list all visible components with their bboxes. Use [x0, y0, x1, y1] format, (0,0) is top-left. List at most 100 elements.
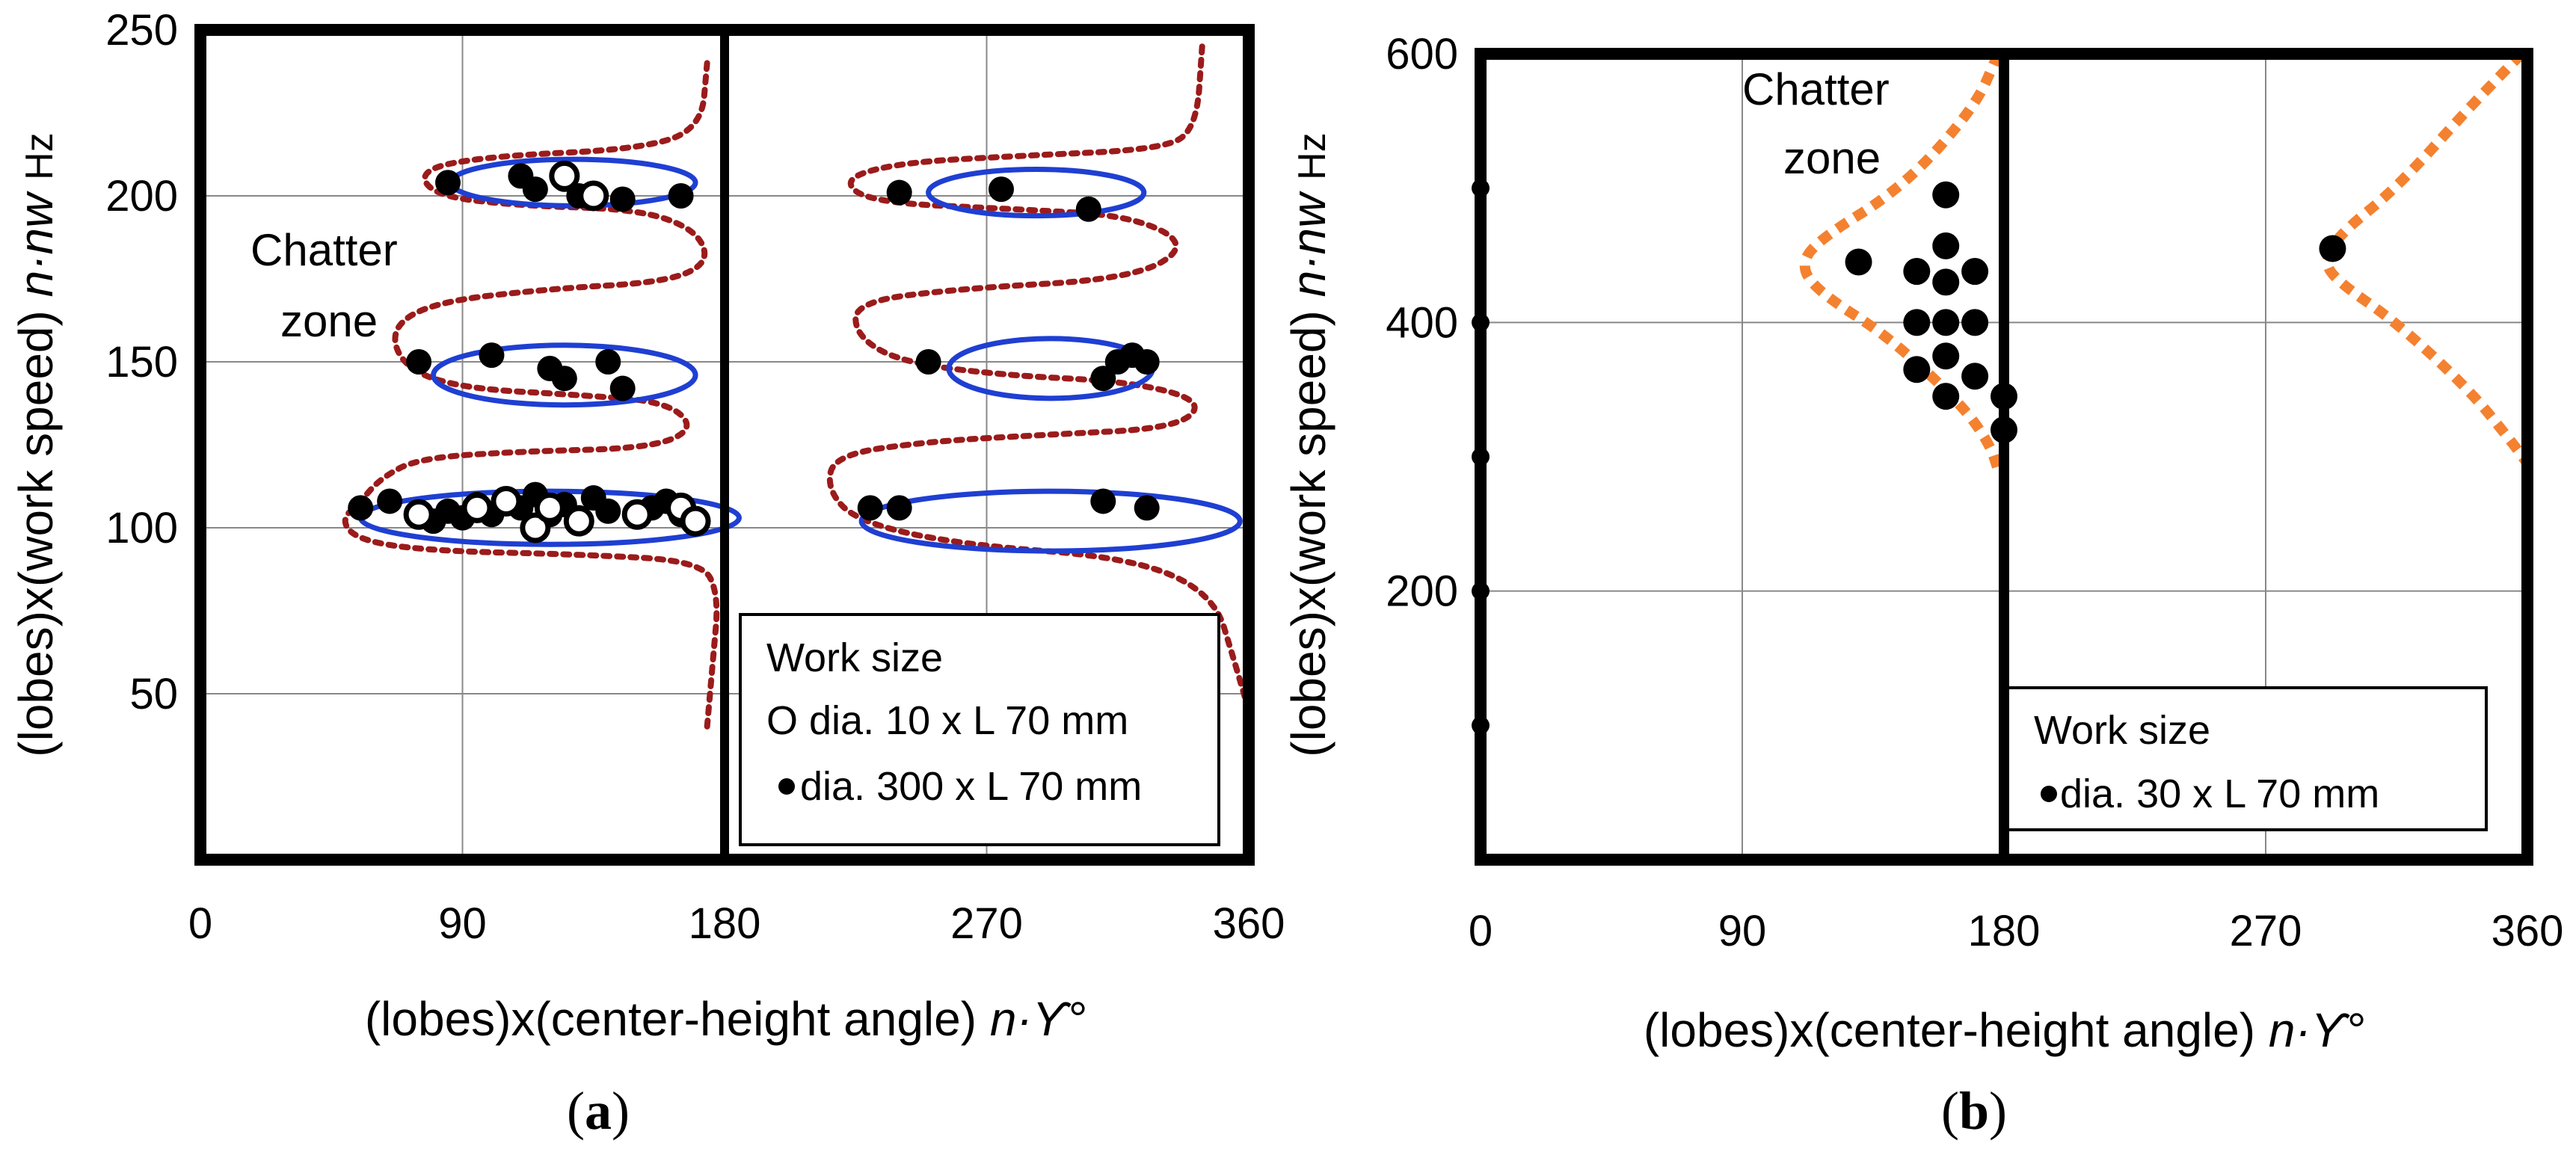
data-point-filled — [1961, 309, 1989, 336]
panel-a-caption: (a) — [567, 1081, 630, 1141]
cluster-ellipse — [926, 166, 1147, 219]
data-point-open — [461, 492, 493, 523]
panel-a-y-axis-label: (lobes)x(work speed) n·nw Hz — [9, 132, 63, 757]
data-point-open — [403, 499, 434, 530]
panel-a-legend-filled-marker — [778, 778, 795, 795]
data-point-filled — [1961, 258, 1989, 286]
panel-a-annotation-line1: Chatter — [250, 225, 398, 275]
data-point-filled — [609, 375, 636, 401]
data-point-filled — [668, 183, 694, 209]
x-tick-label: 0 — [1469, 907, 1493, 955]
chatter-boundary-left — [342, 60, 720, 730]
panel-a-x-tick-labels: 0 90 180 270 360 — [188, 899, 1285, 948]
x-tick-label: 180 — [1968, 907, 2041, 955]
data-point-filled — [595, 498, 621, 524]
panel-b-legend-title: Work size — [2034, 708, 2210, 753]
panel-a-legend-entry1: O dia. 10 x L 70 mm — [766, 698, 1128, 743]
panel-b-points — [1845, 181, 2346, 444]
chatter-boundary-left — [1799, 54, 2003, 472]
x-tick-label: 270 — [950, 899, 1023, 948]
panel-b-legend-box — [2006, 686, 2488, 831]
panel-a-annotation-line2: zone — [280, 296, 378, 346]
chatter-boundary-right — [2322, 54, 2527, 467]
data-point-open — [578, 180, 609, 212]
data-point-filled — [1903, 258, 1931, 286]
data-point-filled — [1075, 196, 1101, 222]
data-point-filled — [522, 176, 548, 203]
panel-b: 200 400 600 0 90 180 270 360 Chatter zone Work… — [1282, 30, 2563, 1141]
y-tick-label: 400 — [1386, 298, 1458, 347]
chatter-boundary-right — [826, 43, 1249, 714]
data-point-filled — [886, 179, 912, 206]
panel-b-y-axis-label: (lobes)x(work speed) n·nw Hz — [1282, 132, 1335, 757]
panel-b-x-axis-label: (lobes)x(center-height angle) n·ϒ° — [1644, 1003, 2364, 1057]
y-tick-label: 250 — [105, 6, 178, 55]
panel-a-legend-title: Work size — [766, 635, 943, 680]
panel-a-legend: Work size O dia. 10 x L 70 mm dia. 300 x… — [739, 613, 1220, 846]
data-point-filled — [595, 349, 621, 375]
data-point-filled — [406, 349, 432, 375]
panel-a: 50 100 150 200 250 0 90 180 270 360 Chatter zone… — [9, 6, 1285, 1141]
cluster-ellipse — [858, 488, 1243, 554]
data-point-open — [563, 505, 594, 537]
panel-a-x-axis-label: (lobes)x(center-height angle) n·ϒ° — [365, 992, 1086, 1046]
data-point-filled — [1932, 309, 1960, 336]
data-point-filled — [1090, 488, 1116, 514]
data-point-filled — [1932, 383, 1960, 410]
panel-a-points — [348, 160, 1160, 543]
data-point-filled — [2319, 235, 2346, 262]
x-tick-label: 90 — [438, 899, 487, 948]
panel-b-legend-entry1: dia. 30 x L 70 mm — [2060, 771, 2379, 816]
x-tick-label: 360 — [2492, 907, 2564, 955]
x-tick-label: 0 — [188, 899, 212, 948]
data-point-filled — [1932, 268, 1960, 296]
data-point-filled — [479, 342, 505, 369]
panel-a-y-tick-labels: 50 100 150 200 250 — [105, 6, 178, 718]
cluster-ellipse — [431, 342, 698, 408]
y-minor-tick — [1472, 716, 1490, 735]
data-point-filled — [1932, 342, 1960, 370]
panel-a-chatter-boundary — [342, 43, 1249, 730]
data-point-open — [520, 512, 551, 543]
panel-a-legend-box — [739, 613, 1220, 846]
panel-a-legend-entry2: dia. 300 x L 70 mm — [800, 764, 1142, 809]
data-point-open — [549, 160, 580, 191]
panel-b-legend: Work size dia. 30 x L 70 mm — [2006, 686, 2488, 831]
data-point-filled — [915, 349, 941, 375]
data-point-filled — [609, 186, 636, 212]
data-point-filled — [988, 176, 1014, 203]
y-tick-label: 200 — [1386, 567, 1458, 616]
data-point-open — [680, 505, 711, 537]
data-point-open — [534, 492, 565, 523]
data-point-open — [491, 485, 522, 517]
data-point-filled — [1903, 309, 1931, 336]
data-point-filled — [1932, 181, 1960, 209]
y-tick-label: 100 — [105, 504, 178, 552]
data-point-filled — [1932, 232, 1960, 259]
y-tick-label: 200 — [105, 172, 178, 221]
y-minor-tick — [1472, 582, 1490, 600]
y-minor-tick — [1472, 179, 1490, 197]
data-point-open — [621, 499, 653, 530]
panel-b-caption: (b) — [1941, 1081, 2007, 1141]
data-point-filled — [1090, 366, 1116, 392]
data-point-filled — [377, 488, 403, 514]
x-tick-label: 180 — [689, 899, 761, 948]
panel-b-x-tick-labels: 0 90 180 270 360 — [1469, 907, 2564, 955]
y-minor-tick — [1472, 313, 1490, 332]
y-tick-label: 600 — [1386, 30, 1458, 78]
data-point-filled — [1961, 363, 1989, 390]
panel-b-y-tick-labels: 200 400 600 — [1386, 30, 1458, 616]
panel-b-annotation-line1: Chatter — [1742, 64, 1890, 114]
data-point-filled — [551, 366, 577, 392]
data-point-filled — [1134, 349, 1160, 375]
panel-b-chatter-boundary — [1799, 54, 2527, 472]
x-tick-label: 90 — [1718, 907, 1767, 955]
data-point-filled — [857, 495, 883, 521]
data-point-filled — [1845, 248, 1872, 276]
x-tick-label: 270 — [2230, 907, 2302, 955]
data-point-filled — [886, 495, 912, 521]
y-tick-label: 50 — [129, 670, 178, 718]
x-tick-label: 360 — [1213, 899, 1285, 948]
